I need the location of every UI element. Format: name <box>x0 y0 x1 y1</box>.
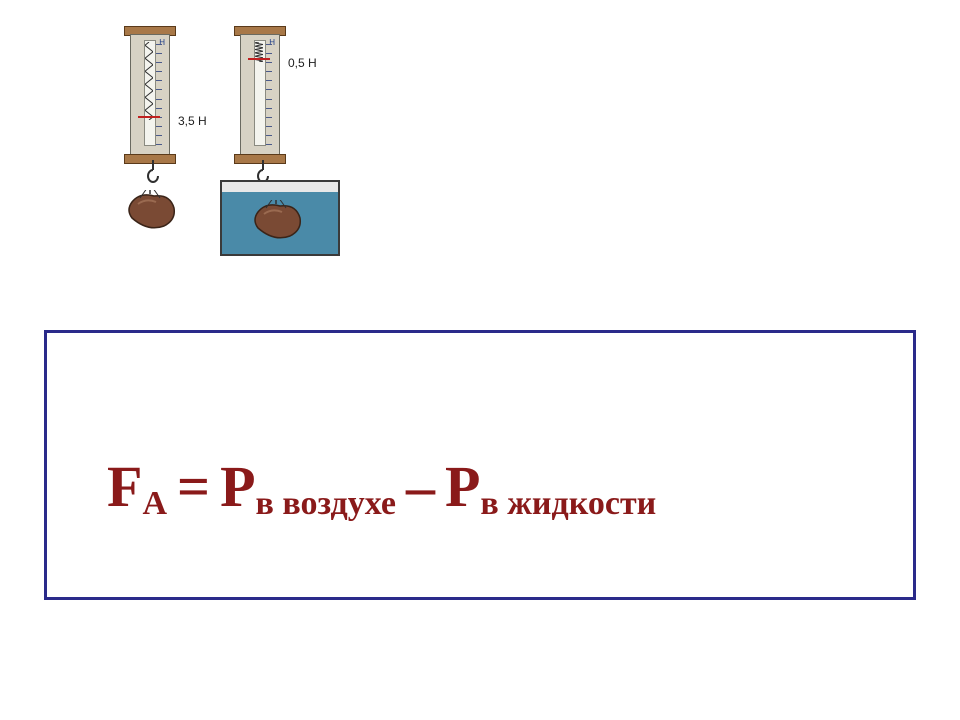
dyn-pointer <box>138 116 160 118</box>
formula-F-sub: А <box>142 485 167 522</box>
reading-label-liquid: 0,5 Н <box>288 56 317 70</box>
setup-liquid: Н 0,5 Н <box>240 30 278 160</box>
formula-minus: – <box>406 454 435 519</box>
formula-P1: Р <box>220 454 255 519</box>
formula-P2: Р <box>445 454 480 519</box>
rock-liquid <box>250 200 302 240</box>
formula-eq: = <box>177 454 210 519</box>
formula-F: F <box>107 454 142 519</box>
formula-P2-sub: в жидкости <box>480 485 656 522</box>
reading-label-air: 3,5 Н <box>178 114 207 128</box>
dyn-pointer <box>248 58 270 60</box>
rock-air <box>124 190 176 230</box>
setup-air: Н 3,5 Н <box>130 30 168 160</box>
dynamometer-liquid: Н <box>240 30 278 160</box>
dynamometer-air: Н <box>130 30 168 160</box>
formula-text: FА = Рв воздухе – Рв жидкости <box>47 453 913 520</box>
dyn-ticks <box>156 44 166 144</box>
hook-icon <box>146 160 160 186</box>
formula-box: FА = Рв воздухе – Рв жидкости <box>44 330 916 600</box>
formula-P1-sub: в воздухе <box>256 485 396 522</box>
experiment-diagram: Н 3,5 Н Н <box>130 30 390 270</box>
stage: Н 3,5 Н Н <box>0 0 960 720</box>
dyn-spring <box>145 42 153 120</box>
